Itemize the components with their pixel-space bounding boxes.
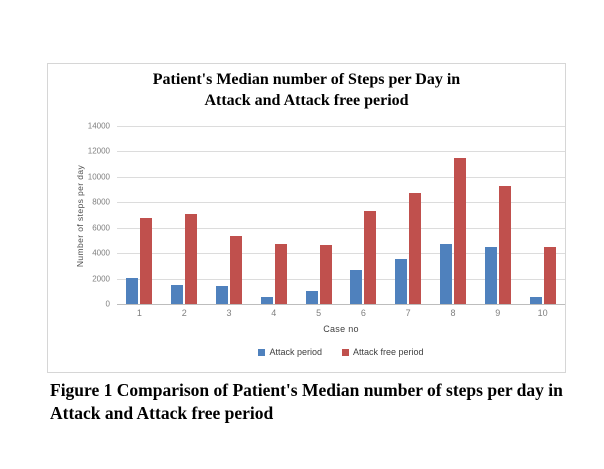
legend-label: Attack free period [352,347,424,357]
bar-group: 6 [341,126,386,318]
bar-group: 5 [296,126,341,318]
bar-attack-free-period [364,211,377,304]
gridline [117,227,565,229]
y-tick-label: 4000 [92,248,110,258]
y-tick-label: 14000 [87,121,110,131]
bar-group: 10 [520,126,565,318]
bar-attack-free-period [409,193,422,304]
chart-title-line-1: Patient's Median number of Steps per Day… [152,71,461,88]
bar-attack-free-period [543,246,556,304]
x-tick-label: 9 [495,308,501,318]
y-tick-label: 8000 [92,197,110,207]
x-tick-label: 2 [181,308,187,318]
chart: Patient's Median number of Steps per Day… [47,63,566,373]
gridline [117,151,565,153]
x-tick-label: 3 [226,308,232,318]
y-tick-label: 2000 [92,274,110,284]
bar-group: 9 [475,126,520,318]
legend-marker [258,348,266,356]
legend-item: Attack period [258,347,322,357]
bar-group: 1 [117,126,162,318]
x-tick-label: 10 [537,308,548,318]
bar-attack-free-period [319,244,332,304]
plot-area: 0 2000 4000 6000 8000 10000 12000 14000 1 2 3 4 5 6 7 8… [88,122,565,318]
gridline [117,253,565,255]
x-tick-label: 5 [316,308,322,318]
y-tick-label: 6000 [92,223,110,233]
gridline [117,202,565,204]
bar-attack-free-period [229,235,242,304]
bar-attack-free-period [140,217,153,304]
x-tick-label: 6 [360,308,366,318]
y-tick-label: 10000 [87,172,110,182]
bar-attack-period [484,247,497,304]
bar-attack-period [215,286,228,304]
bar-attack-period [350,270,363,304]
gridline [117,176,565,178]
bar-attack-free-period [185,213,198,304]
bar-group: 3 [207,126,252,318]
bar-attack-period [439,243,452,304]
y-tick-label: 0 [105,299,110,309]
bar-group: 7 [386,126,431,318]
gridline [117,126,565,127]
x-tick-label: 8 [450,308,456,318]
chart-title: Patient's Median number of Steps per Day… [48,69,565,111]
bar-attack-free-period [453,157,466,304]
x-tick-label: 1 [136,308,142,318]
figure-caption: Figure 1 Comparison of Patient's Median … [50,380,563,423]
legend-label: Attack period [269,347,322,357]
bar-attack-free-period [498,186,511,304]
bar-group: 8 [431,126,476,318]
bar-group: 4 [251,126,296,318]
bar-attack-period [171,284,184,304]
legend-item: Attack free period [341,347,424,357]
y-tick-label: 12000 [87,146,110,156]
bar-attack-period [305,291,318,304]
bar-attack-period [395,258,408,304]
bar-group: 2 [162,126,207,318]
x-axis-title: Case no [323,324,359,334]
legend-marker [341,348,349,356]
gridline [117,278,565,280]
x-tick-label: 4 [271,308,277,318]
x-tick-label: 7 [405,308,411,318]
bar-attack-period [260,297,273,304]
bar-attack-period [126,277,139,304]
bar-attack-free-period [274,244,287,304]
chart-legend: Attack period Attack free period [117,347,565,357]
bar-attack-period [529,297,542,304]
chart-title-line-2: Attack and Attack free period [204,92,409,109]
